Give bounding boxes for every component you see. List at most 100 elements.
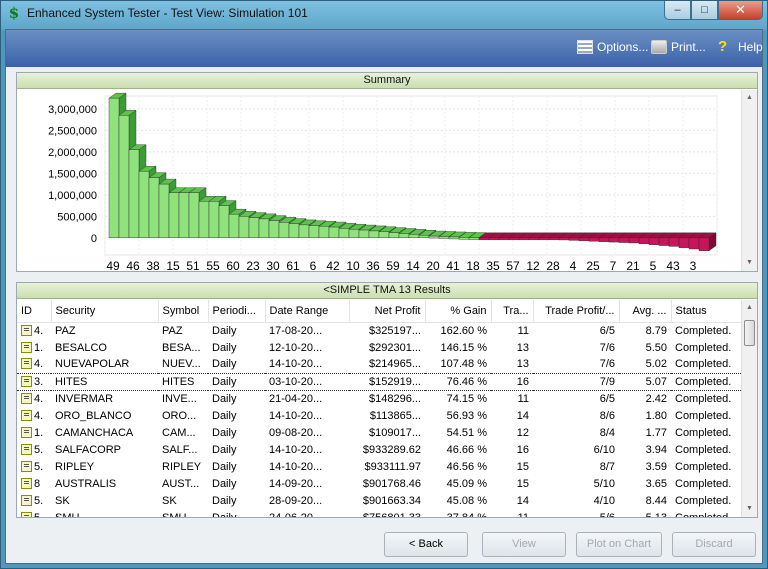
x-tick-label: 5	[650, 259, 657, 271]
table-row[interactable]: 4. ORO_BLANCO ORO... Daily 14-10-20... $11386…	[17, 407, 741, 424]
scroll-up-icon[interactable]: ▲	[746, 304, 753, 311]
table-row[interactable]: 5. RIPLEY RIPLEY Daily 14-10-20... $933111.97…	[17, 458, 741, 475]
cell-text: 11	[517, 392, 529, 405]
table-cell: 14	[491, 492, 533, 509]
cell-text: 56.93 %	[446, 409, 487, 422]
bar	[518, 237, 530, 241]
table-row[interactable]: 4. PAZ PAZ Daily 17-08-20... $325197... 162.60…	[17, 322, 741, 339]
bar	[578, 237, 590, 242]
table-cell: 4.	[17, 322, 51, 339]
table-row[interactable]: 3. HITES HITES Daily 03-10-20... $152919... 76…	[17, 372, 741, 391]
x-tick-label: 42	[326, 259, 340, 271]
table-cell: 76.46 %	[425, 372, 491, 391]
minimize-button[interactable]: –	[664, 1, 691, 20]
table-row[interactable]: 4. NUEVAPOLAR NUEV... Daily 14-10-20... $2149…	[17, 356, 741, 373]
table-row[interactable]: 5. SK SK Daily 28-09-20... $901663.34 45.08 % 1…	[17, 492, 741, 509]
table-cell: 5/10	[533, 475, 619, 492]
table-row[interactable]: 5. SALFACORP SALF... Daily 14-10-20... $93328…	[17, 441, 741, 458]
table-cell: 5.	[17, 509, 51, 517]
cell-text: CAMANCHACA	[55, 426, 134, 439]
table-cell: $901663.34	[349, 492, 425, 509]
document-icon	[21, 426, 32, 438]
table-cell: $148296...	[349, 390, 425, 407]
help-menu[interactable]: ? Help	[718, 39, 763, 54]
maximize-button[interactable]: □	[691, 1, 718, 20]
column-header[interactable]: Avg. ...	[619, 300, 672, 323]
column-header[interactable]: Security	[51, 300, 159, 323]
discard-button[interactable]: Discard	[672, 532, 756, 557]
cell-text: Daily	[212, 409, 237, 422]
cell-text: 17-08-20...	[269, 324, 323, 337]
print-menu[interactable]: Print...	[651, 40, 706, 54]
close-button[interactable]: ✕	[718, 1, 763, 20]
column-header[interactable]: Net Profit	[349, 300, 426, 323]
summary-scrollbar[interactable]: ▲ ▼	[741, 90, 757, 271]
scroll-down-icon[interactable]: ▼	[746, 259, 753, 266]
cell-text: 15	[516, 477, 529, 490]
x-tick-label: 36	[366, 259, 380, 271]
scroll-down-icon[interactable]: ▼	[746, 505, 753, 512]
scroll-up-icon[interactable]: ▲	[746, 94, 753, 101]
cell-text: Completed.	[675, 477, 732, 490]
table-row[interactable]: 4. INVERMAR INVE... Daily 21-04-20... $148296…	[17, 390, 741, 407]
cell-text: SMU	[55, 512, 79, 518]
column-header[interactable]: Status	[671, 300, 741, 323]
cell-text: ORO_BLANCO	[55, 409, 132, 422]
cell-text: 1.80	[645, 409, 667, 422]
table-row[interactable]: 1. CAMANCHACA CAM... Daily 09-08-20... $10901…	[17, 424, 741, 441]
results-scrollbar[interactable]: ▲ ▼	[741, 300, 757, 517]
back-button[interactable]: < Back	[384, 532, 468, 557]
results-panel: <SIMPLE TMA 13 Results ID Security Symbol P…	[16, 282, 758, 518]
cell-text: $933111.97	[364, 460, 421, 473]
cell-text: 8/4	[599, 426, 615, 439]
table-cell: 16	[491, 372, 533, 391]
summary-panel: Summary 0 500,000 1,000,000 1,500,000 2,000,…	[16, 72, 758, 273]
table-row[interactable]: 8 AUSTRALIS AUST... Daily 14-09-20... $901768…	[17, 475, 741, 492]
table-cell: ORO...	[158, 407, 208, 424]
table-cell: 6/5	[533, 390, 619, 407]
cell-text: 14-10-20...	[269, 358, 323, 371]
results-table: ID Security Symbol Periodi... Date Range Net …	[17, 300, 741, 517]
table-cell: 1.	[17, 339, 51, 356]
table-cell: Completed.	[671, 509, 741, 518]
bar	[218, 205, 230, 239]
column-header[interactable]: ID	[17, 300, 52, 323]
column-header[interactable]: Periodi...	[208, 300, 266, 323]
column-header[interactable]: Symbol	[158, 300, 209, 323]
cell-text: 3.65	[645, 477, 667, 490]
options-label: Options...	[597, 40, 649, 54]
view-button[interactable]: View	[482, 532, 566, 557]
bar	[468, 237, 480, 240]
x-tick-label: 28	[546, 259, 560, 271]
table-cell: 1.80	[619, 407, 671, 424]
cell-text: Completed.	[675, 460, 732, 473]
table-row[interactable]: 1. BESALCO BESA... Daily 12-10-20... $292301.…	[17, 339, 741, 356]
column-header[interactable]: Tra...	[491, 300, 534, 323]
plot-on-chart-button[interactable]: Plot on Chart	[576, 532, 662, 557]
cell-text: 5.50	[645, 341, 667, 354]
bar	[208, 201, 220, 239]
cell-text: 14	[516, 494, 529, 507]
options-menu[interactable]: Options...	[577, 40, 648, 54]
bar	[258, 218, 270, 239]
cell-text: $901768.46	[362, 477, 421, 490]
table-cell: 5.50	[619, 339, 671, 356]
table-cell: 6/5	[533, 322, 619, 339]
table-cell: Completed.	[671, 424, 741, 441]
cell-text: 4/10	[593, 494, 615, 507]
cell-text: 146.15 %	[440, 341, 487, 354]
title-bar[interactable]: $ Enhanced System Tester - Test View: Si…	[1, 1, 767, 27]
cell-text: 37.84 %	[447, 512, 487, 518]
column-header[interactable]: Date Range	[265, 300, 350, 323]
column-header[interactable]: % Gain	[425, 300, 492, 323]
scroll-thumb[interactable]	[744, 320, 755, 346]
table-cell: SALF...	[158, 441, 208, 458]
column-header[interactable]: Trade Profit/...	[533, 300, 620, 323]
x-tick-label: 61	[286, 259, 300, 271]
bar	[398, 233, 410, 239]
table-cell: Completed.	[671, 475, 741, 492]
bar	[688, 237, 700, 250]
table-cell: Completed.	[671, 390, 741, 407]
bar	[168, 192, 180, 239]
table-row[interactable]: 5. SMU SMU Daily 24-06-20... $756801.33 37.84 …	[17, 509, 741, 517]
